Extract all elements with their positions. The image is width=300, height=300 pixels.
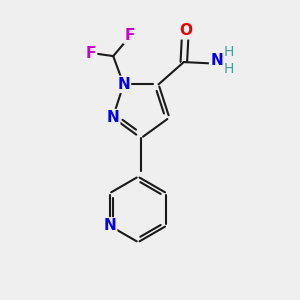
Text: H: H [223, 62, 234, 76]
Text: N: N [117, 77, 130, 92]
Text: N: N [210, 53, 223, 68]
Text: F: F [86, 46, 96, 61]
Text: O: O [179, 23, 192, 38]
Text: F: F [124, 28, 135, 43]
Text: N: N [106, 110, 119, 125]
Text: H: H [223, 45, 234, 59]
Text: N: N [103, 218, 116, 233]
